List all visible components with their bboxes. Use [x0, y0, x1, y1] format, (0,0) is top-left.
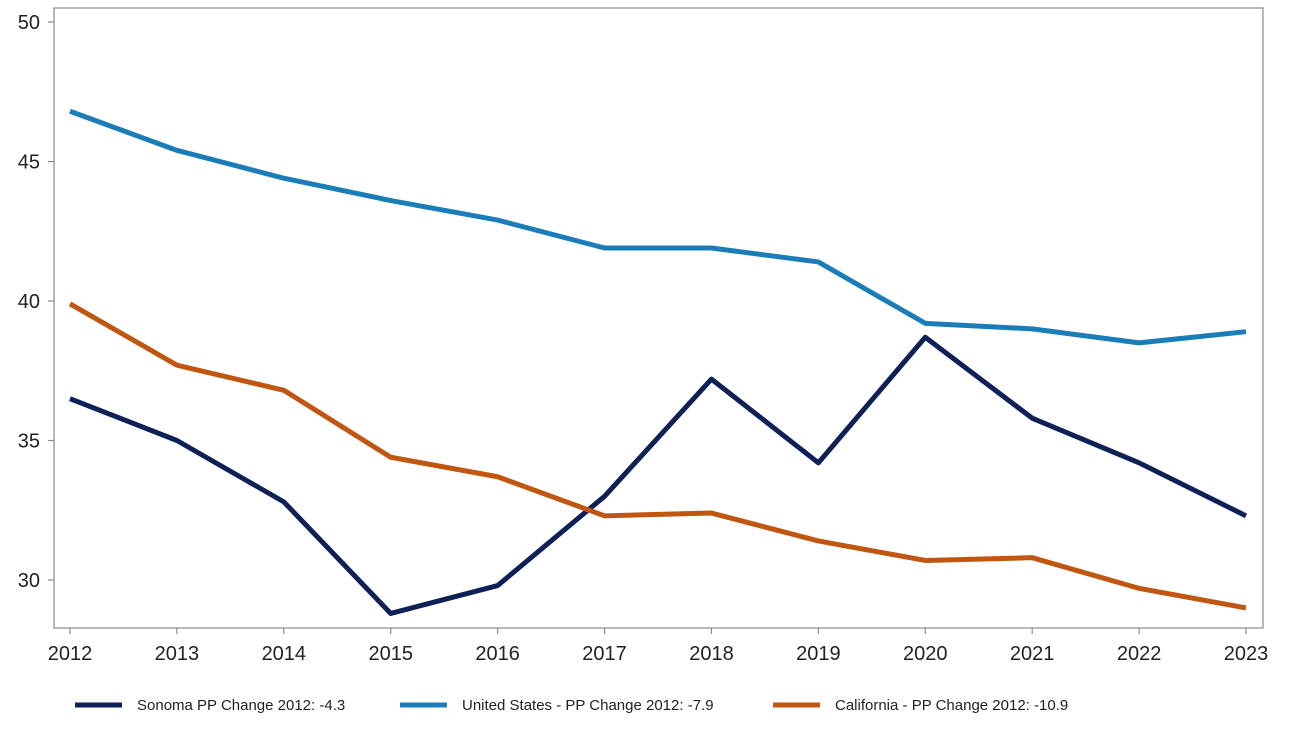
series-layer: [68, 108, 1248, 616]
y-tick-label: 35: [18, 431, 40, 453]
x-tick-label: 2018: [689, 643, 734, 665]
series-line-california: [68, 301, 1247, 611]
legend-label-california: California - PP Change 2012: -10.9: [835, 697, 1068, 714]
series-line-sonoma: [69, 334, 1248, 616]
x-tick-label: 2017: [582, 643, 627, 665]
x-tick-label: 2020: [903, 643, 948, 665]
x-tick-label: 2019: [796, 643, 841, 665]
y-tick-label: 30: [18, 570, 40, 592]
series-line-united: [69, 108, 1247, 346]
legend: Sonoma PP Change 2012: -4.3 United States…: [75, 697, 1068, 714]
x-axis: 2012 2013 2014 2015 2016 2017 2018 2019 2020 2021…: [48, 628, 1269, 665]
plot-frame: [53, 7, 1264, 629]
x-tick-label: 2012: [48, 643, 93, 665]
x-tick-label: 2023: [1224, 643, 1269, 665]
x-tick-label: 2013: [155, 643, 200, 665]
legend-label-united: United States - PP Change 2012: -7.9: [462, 697, 714, 714]
y-tick-label: 50: [18, 12, 40, 34]
x-tick-label: 2022: [1117, 643, 1162, 665]
y-tick-label: 40: [18, 291, 40, 313]
legend-label-sonoma: Sonoma PP Change 2012: -4.3: [137, 697, 345, 714]
x-tick-label: 2021: [1010, 643, 1055, 665]
y-axis: 30 35 40 45 50: [18, 12, 54, 592]
x-tick-label: 2014: [262, 643, 307, 665]
x-tick-label: 2016: [475, 643, 520, 665]
x-tick-label: 2015: [368, 643, 413, 665]
y-tick-label: 45: [18, 152, 40, 174]
